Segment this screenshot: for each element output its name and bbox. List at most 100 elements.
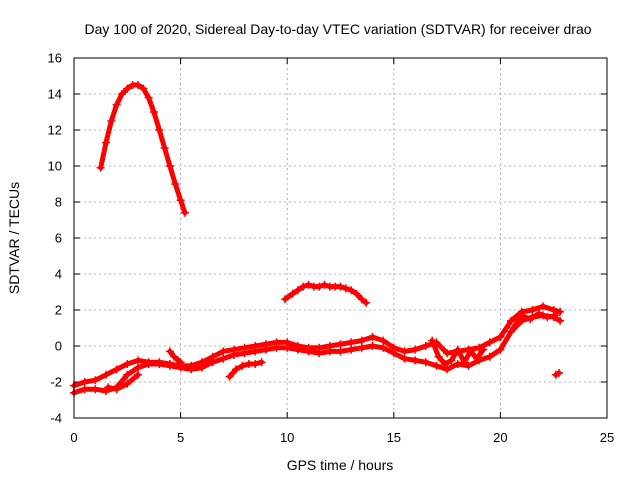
data-point [165,347,174,356]
data-point [139,84,148,93]
data-point [304,347,313,356]
y-tick-labels: -4 -2 0 2 4 6 8 10 12 14 16 [48,51,62,426]
data-point [357,336,366,345]
data-point [80,385,89,394]
data-point [517,311,526,320]
data-point [112,365,121,374]
data-point [509,324,518,332]
x-tick-label: 0 [70,430,77,445]
series-fragment-early-dip [104,370,142,394]
data-point [556,316,565,325]
data-point [534,309,543,318]
series-fragment-7-9h [225,358,266,381]
data-point [485,352,494,361]
data-point [219,354,228,363]
y-tick-label: -4 [50,411,62,426]
data-point [251,347,260,356]
series-arc-mid-hump [281,280,371,307]
data-point [293,286,302,295]
data-point [472,354,481,363]
series-line [105,372,141,392]
data-point [447,356,456,365]
x-tick-label: 20 [493,430,507,445]
x-tick-label: 5 [177,430,184,445]
data-point [283,343,292,352]
y-tick-label: 10 [48,159,62,174]
data-point [180,208,189,217]
data-point [460,358,469,367]
data-point [357,295,366,304]
data-point [104,383,113,392]
data-point [453,345,462,354]
data-point [170,352,179,361]
data-point [91,385,100,394]
data-point [293,345,302,354]
data-point [411,356,420,365]
data-point [144,360,153,368]
data-point [288,289,297,298]
data-point [315,349,324,358]
data-point [357,343,366,352]
y-tick-label: 12 [48,123,62,138]
data-point [496,345,505,354]
data-point [543,313,552,322]
data-point [176,358,185,367]
data-point [165,162,174,170]
y-tick-label: 14 [48,87,62,102]
data-point [238,361,247,370]
x-tick-label: 25 [600,430,614,445]
data-point [551,311,560,320]
data-point [341,284,350,293]
plot-frame [73,57,608,419]
data-point [389,349,398,358]
x-axis-label: GPS time / hours [287,457,394,473]
data-point [362,298,371,307]
y-tick-label: 6 [55,231,62,246]
data-point [400,354,409,363]
data-point [144,93,153,102]
data-point [528,306,537,314]
data-point [155,126,164,134]
data-point [219,347,228,356]
data-point [428,336,437,345]
data-point [368,333,377,341]
data-point [123,360,132,368]
data-point [325,347,334,356]
series-fragment-21-22h [509,309,560,332]
data-point [251,360,260,368]
data-point [347,345,356,354]
data-point [133,81,142,89]
data-point [187,365,196,374]
data-point [466,347,475,356]
y-tick-label: 8 [55,195,62,210]
data-point [304,280,313,289]
y-tick-label: 4 [55,267,62,282]
data-point [176,196,185,205]
data-point [556,307,565,316]
data-point [320,280,329,289]
data-point [232,365,241,374]
data-point [112,100,121,109]
data-series [70,81,565,397]
y-axis-label: SDTVAR / TECUs [6,182,22,294]
series-baseline-lower [70,311,565,397]
data-point [421,342,430,350]
data-point [379,336,388,345]
data-point [133,370,142,379]
data-point [315,282,324,291]
data-point [160,144,169,152]
data-point [432,361,441,370]
data-point [240,349,249,358]
data-point [133,356,142,365]
series-fragment-4h [165,347,185,367]
data-point [149,108,158,116]
data-point [107,117,116,125]
data-point [101,138,110,147]
data-point [117,90,126,98]
data-point [133,363,142,372]
data-point [123,370,132,379]
data-point [379,343,388,352]
data-point [434,352,443,361]
data-point [485,338,494,347]
